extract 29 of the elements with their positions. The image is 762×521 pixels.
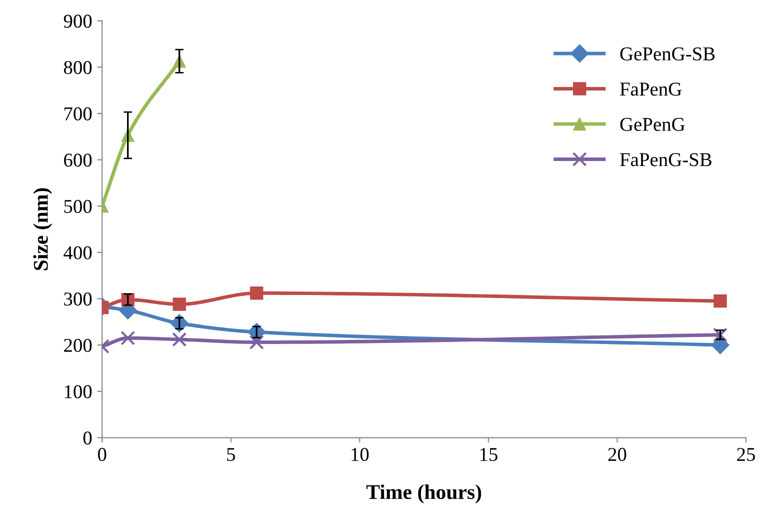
- y-tick-label: 400: [64, 246, 92, 260]
- point: [172, 332, 187, 347]
- x-tick-label: 0: [98, 448, 106, 462]
- x-tick-label: 15: [480, 448, 498, 462]
- x-tick-label: 10: [352, 448, 369, 462]
- y-tick-label: 900: [64, 14, 92, 28]
- x-tick-label: 25: [737, 448, 755, 462]
- x-axis-title: Time (hours): [366, 484, 482, 504]
- legend-label: GePenG: [620, 118, 685, 131]
- point: [120, 330, 136, 346]
- x-tick-label: 5: [227, 448, 235, 462]
- y-tick-label: 300: [64, 292, 92, 306]
- legend-label: FaPenG-SB: [620, 153, 712, 166]
- y-tick-label: 100: [64, 385, 92, 398]
- legend-label: GePenG-SB: [620, 47, 715, 60]
- y-tick-label: 0: [83, 431, 92, 445]
- y-tick-label: 800: [64, 60, 92, 74]
- y-tick-label: 500: [64, 200, 92, 214]
- y-axis-title: Size (nm): [33, 188, 52, 270]
- point: [250, 286, 264, 300]
- x-tick-label: 20: [608, 448, 626, 462]
- y-tick-label: 600: [64, 154, 92, 167]
- point: [711, 336, 730, 354]
- legend-label: FaPenG: [620, 82, 682, 96]
- point: [249, 334, 264, 350]
- y-tick-label: 200: [64, 338, 92, 352]
- y-tick-label: 700: [64, 107, 92, 120]
- point: [172, 298, 186, 311]
- point: [714, 294, 727, 308]
